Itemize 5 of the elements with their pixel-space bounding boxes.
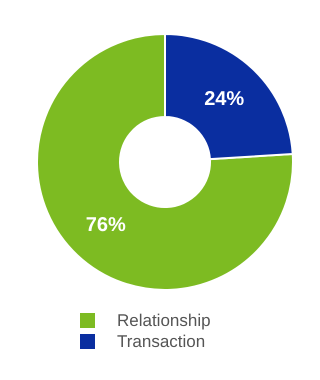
donut-slice: [36, 33, 294, 290]
data-label: 24%: [204, 88, 244, 110]
legend-label: Relationship: [117, 310, 211, 330]
data-label: 76%: [86, 214, 126, 236]
legend-label: Transaction: [117, 332, 206, 352]
